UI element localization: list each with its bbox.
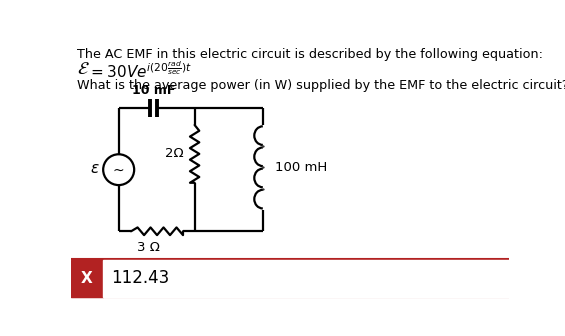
Text: 2Ω: 2Ω: [165, 148, 184, 160]
Text: 100 mH: 100 mH: [275, 161, 328, 174]
Bar: [103, 260, 508, 297]
Text: 3 Ω: 3 Ω: [137, 241, 160, 254]
Bar: [71, 260, 103, 297]
Text: What is the average power (in W) supplied by the EMF to the electric circuit?: What is the average power (in W) supplie…: [77, 79, 565, 92]
Text: ~: ~: [113, 163, 124, 177]
Text: 112.43: 112.43: [111, 269, 169, 287]
Text: The AC EMF in this electric circuit is described by the following equation:: The AC EMF in this electric circuit is d…: [77, 48, 543, 61]
Text: X: X: [81, 271, 93, 286]
Text: 10 mF: 10 mF: [132, 84, 176, 97]
Text: $= 30Ve^{i(20\frac{rad}{sec})t}$: $= 30Ve^{i(20\frac{rad}{sec})t}$: [88, 60, 192, 81]
Text: $\varepsilon$: $\varepsilon$: [90, 161, 100, 176]
Text: $\mathcal{E}$: $\mathcal{E}$: [77, 60, 90, 78]
